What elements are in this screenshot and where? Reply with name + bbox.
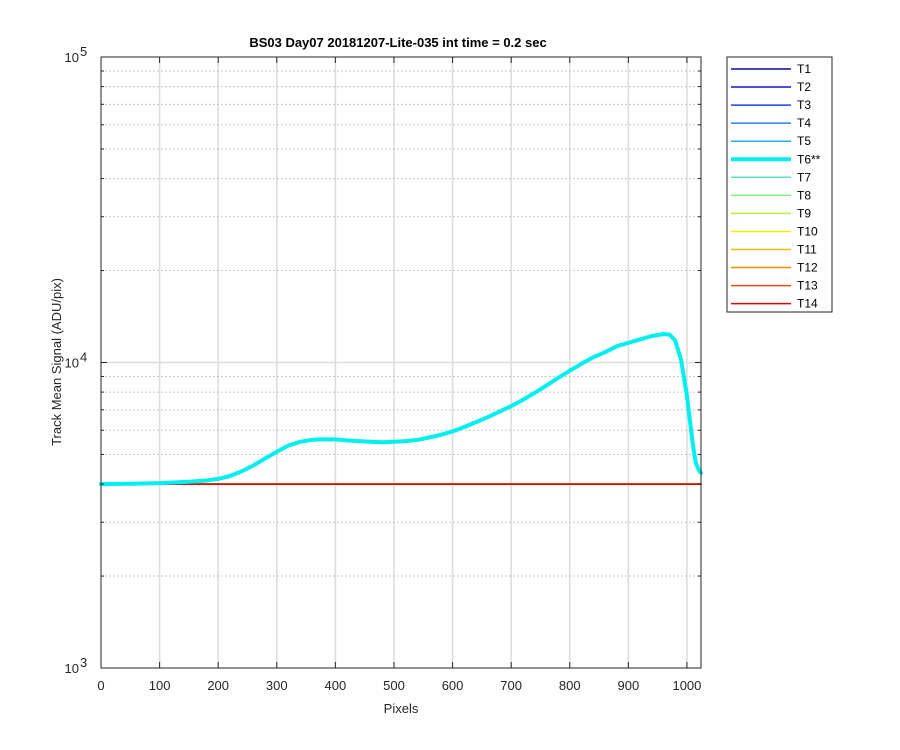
- x-axis-label: Pixels: [384, 701, 419, 716]
- legend-label-t8: T8: [797, 188, 811, 202]
- series-lines: [99, 332, 703, 487]
- y-tick-label-exponent: 3: [80, 655, 87, 670]
- legend-box: [726, 56, 833, 313]
- x-tick-label: 100: [149, 678, 171, 693]
- legend: T1 T2 T3 T4 T5 T6** T7 T8 T9 T10 T11 T12 T13 T14: [726, 56, 833, 313]
- legend-label-t11: T11: [797, 243, 817, 257]
- y-axis-label: Track Mean Signal (ADU/pix): [49, 278, 64, 446]
- grid-lines: [101, 57, 701, 668]
- legend-label-t12: T12: [797, 261, 818, 275]
- legend-label-t1: T1: [797, 62, 811, 76]
- x-tick-label: 200: [207, 678, 229, 693]
- x-tick-label: 800: [559, 678, 581, 693]
- legend-label-t5: T5: [797, 134, 811, 148]
- y-tick-label-base: 10: [65, 661, 79, 676]
- legend-label-t3: T3: [797, 98, 811, 112]
- x-tick-label: 300: [266, 678, 288, 693]
- x-tick-label: 1000: [672, 678, 701, 693]
- legend-label-t13: T13: [797, 279, 818, 293]
- x-tick-label: 0: [97, 678, 104, 693]
- axes: [100, 56, 702, 669]
- y-tick-label-exponent: 4: [80, 350, 87, 365]
- y-tick-label-base: 10: [65, 50, 79, 65]
- legend-label-t4: T4: [797, 116, 811, 130]
- x-tick-label: 400: [325, 678, 347, 693]
- y-tick-label-exponent: 5: [80, 44, 87, 59]
- x-tick-label: 900: [617, 678, 639, 693]
- x-tick-label: 700: [500, 678, 522, 693]
- legend-label-t14: T14: [797, 297, 818, 311]
- legend-label-t2: T2: [797, 80, 811, 94]
- legend-label-t7: T7: [797, 170, 811, 184]
- y-tick-label-base: 10: [65, 356, 79, 371]
- x-tick-label: 600: [442, 678, 464, 693]
- legend-label-t9: T9: [797, 206, 811, 220]
- x-tick-labels: 0 100 200 300 400 500 600 700 800 900 1000: [97, 678, 701, 693]
- legend-label-t10: T10: [797, 224, 818, 238]
- x-tick-label: 500: [383, 678, 405, 693]
- chart-title: BS03 Day07 20181207-Lite-035 int time = …: [249, 35, 546, 50]
- legend-label-t6: T6**: [797, 152, 821, 166]
- series-line-t6: [99, 332, 703, 487]
